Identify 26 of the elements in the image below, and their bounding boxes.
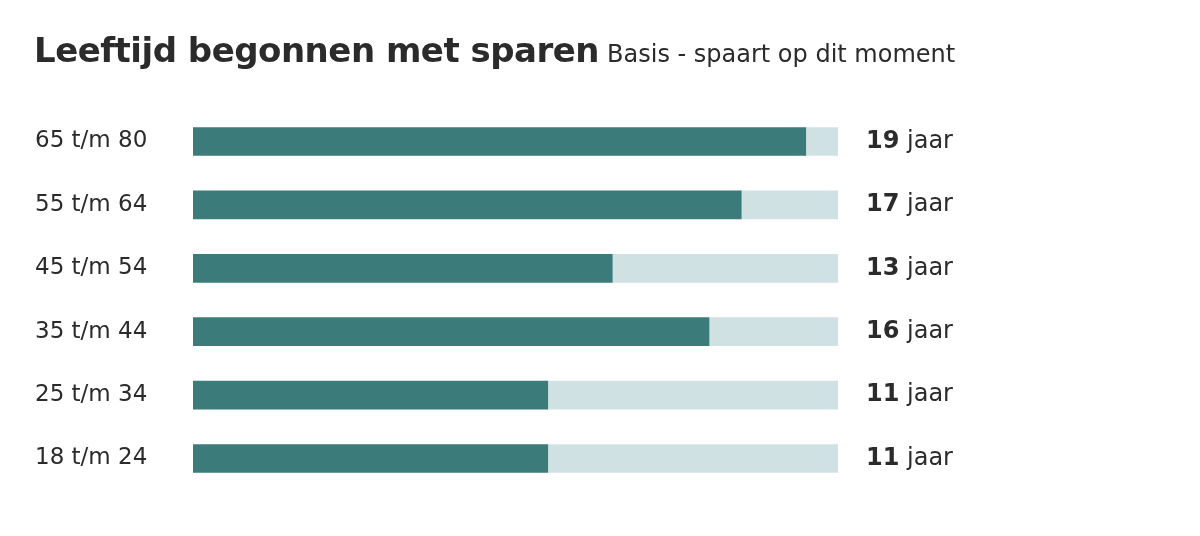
y-tick-label: 25 t/m 34 bbox=[35, 380, 148, 407]
chart-subtitle: Basis - spaart op dit moment bbox=[607, 40, 956, 68]
y-tick-label: 35 t/m 44 bbox=[35, 316, 148, 343]
bar bbox=[547, 380, 838, 410]
data-label: 17 jaar bbox=[866, 189, 954, 218]
bar bbox=[193, 127, 807, 156]
bar bbox=[547, 444, 838, 473]
data-label: 16 jaar bbox=[866, 315, 954, 344]
chart-title: Leeftijd begonnen met sparen bbox=[34, 30, 600, 70]
bar bbox=[805, 127, 838, 156]
bar bbox=[740, 190, 838, 220]
y-tick-label: 65 t/m 80 bbox=[35, 126, 148, 153]
bar bbox=[193, 444, 549, 473]
y-tick-label: 18 t/m 24 bbox=[35, 443, 148, 470]
data-label: 13 jaar bbox=[866, 252, 954, 281]
bar bbox=[193, 380, 549, 410]
y-tick-label: 45 t/m 54 bbox=[35, 253, 148, 280]
data-label: 11 jaar bbox=[866, 379, 954, 408]
y-tick-label: 55 t/m 64 bbox=[35, 189, 148, 216]
data-label: 11 jaar bbox=[866, 442, 954, 471]
bar bbox=[193, 317, 710, 347]
data-label: 19 jaar bbox=[866, 125, 954, 154]
bar bbox=[193, 253, 613, 283]
bar bbox=[193, 190, 742, 220]
bar bbox=[708, 317, 838, 347]
bar bbox=[611, 253, 838, 283]
